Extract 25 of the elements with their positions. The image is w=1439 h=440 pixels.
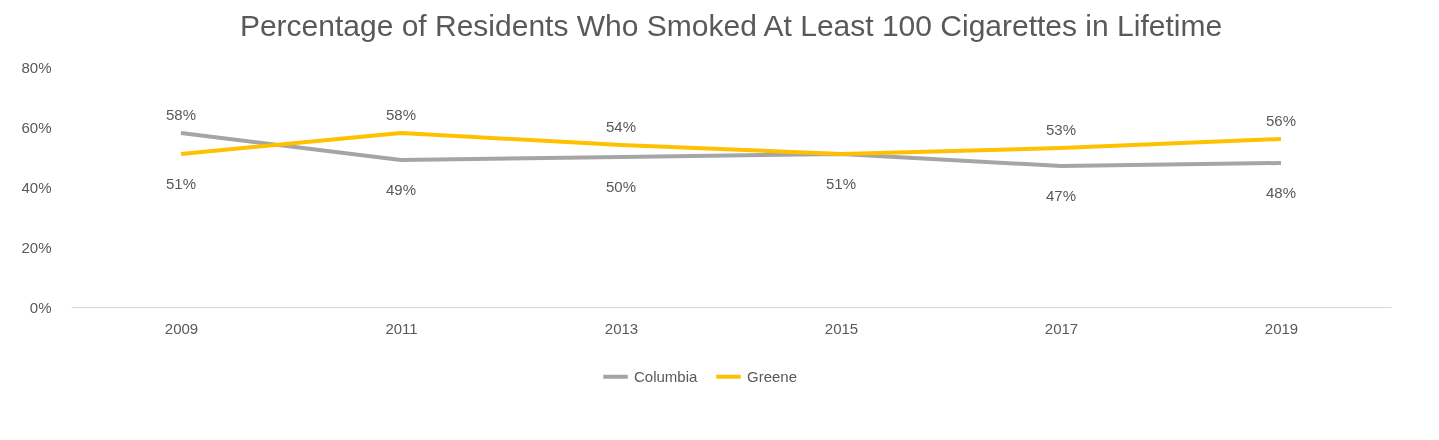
x-tick-label: 2011 — [385, 319, 418, 337]
y-tick-label: 60% — [21, 118, 52, 136]
data-label: 58% — [385, 106, 417, 123]
x-tick-label: 2017 — [1044, 319, 1079, 337]
chart-title: Percentage of Residents Who Smoked At Least 100 Cigarettes in Lifetime — [239, 9, 1223, 42]
x-tick-label: 2013 — [604, 319, 639, 337]
data-label: 51% — [825, 175, 857, 192]
data-label: 53% — [1045, 121, 1077, 138]
data-label: 56% — [1265, 112, 1297, 129]
legend-label: Greene — [747, 367, 798, 385]
y-tick-label: 20% — [21, 238, 52, 256]
y-tick-label: 80% — [21, 58, 52, 76]
data-label: 49% — [385, 181, 417, 198]
data-label: 50% — [605, 178, 637, 195]
x-tick-label: 2015 — [824, 319, 859, 337]
y-tick-label: 0% — [29, 298, 52, 316]
data-label: 54% — [605, 118, 637, 135]
data-label: 48% — [1265, 184, 1297, 201]
legend-label: Columbia — [634, 367, 699, 385]
data-label: 58% — [165, 106, 197, 123]
data-label: 47% — [1045, 187, 1077, 204]
x-tick-label: 2019 — [1264, 319, 1299, 337]
y-tick-label: 40% — [21, 178, 52, 196]
data-label: 51% — [165, 175, 197, 192]
x-tick-label: 2009 — [164, 319, 199, 337]
